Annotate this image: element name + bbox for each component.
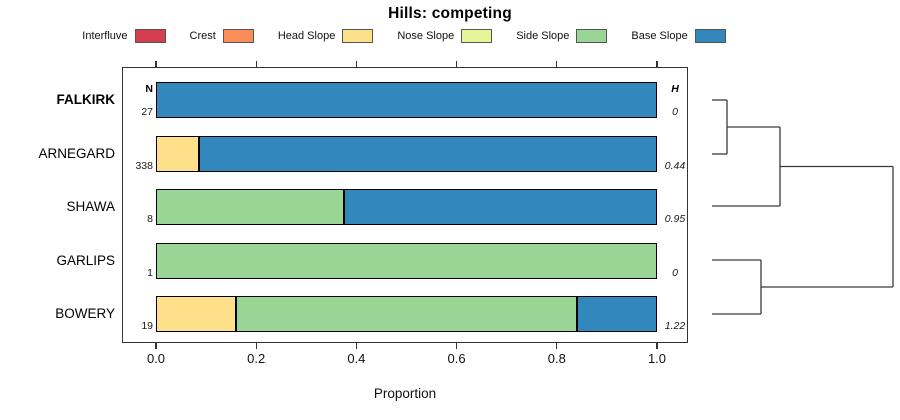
- row-label-falkirk: FALKIRK: [56, 92, 116, 107]
- legend-item-nose-slope: Nose Slope: [397, 29, 493, 43]
- legend-item-interfluve: Interfluve: [82, 29, 166, 43]
- x-axis-tick-bottom: [556, 343, 558, 349]
- row-label-shawa: SHAWA: [66, 199, 115, 214]
- stacked-bar-bowery: [156, 296, 657, 332]
- x-axis-tick-label: 1.0: [647, 351, 667, 366]
- x-axis-tick-label: 0.6: [447, 351, 466, 366]
- bar-segment-base-slope: [156, 82, 657, 118]
- h-value: 0.44: [664, 159, 686, 172]
- legend-item-base-slope: Base Slope: [631, 29, 726, 43]
- stacked-bar-shawa: [156, 189, 657, 225]
- bar-segment-side-slope: [156, 242, 657, 279]
- stacked-bar-garlips: [156, 242, 657, 279]
- x-axis-tick-top: [155, 61, 157, 67]
- n-value: 1: [147, 266, 153, 279]
- n-value: 19: [141, 320, 153, 332]
- h-value: 0: [672, 266, 678, 279]
- legend-swatch-crest: [222, 29, 254, 43]
- legend-label: Side Slope: [516, 30, 570, 42]
- x-axis-tick-bottom: [355, 343, 358, 349]
- bar-segment-base-slope: [343, 189, 657, 225]
- legend-label: Base Slope: [631, 30, 688, 42]
- legend-label: Nose Slope: [397, 30, 455, 42]
- stacked-bar-arnegard: [156, 135, 657, 172]
- bar-segment-base-slope: [576, 296, 657, 332]
- row-label-arnegard: ARNEGARD: [38, 145, 115, 161]
- x-axis-title: Proportion: [373, 386, 437, 401]
- x-axis-tick-top: [556, 61, 558, 67]
- x-axis-tick-label: 0.0: [146, 351, 166, 366]
- chart-title: Hills: competing: [388, 5, 512, 22]
- x-axis-tick-bottom: [255, 343, 257, 349]
- legend-swatch-side-slope: [576, 29, 608, 43]
- x-axis-tick-top: [656, 61, 658, 67]
- n-value: 338: [135, 159, 153, 172]
- x-axis-tick-label: 0.2: [247, 351, 266, 366]
- legend-item-crest: Crest: [190, 29, 254, 43]
- bar-segment-head-slope: [156, 296, 237, 332]
- n-value: 8: [147, 213, 153, 225]
- legend-item-side-slope: Side Slope: [516, 29, 608, 43]
- legend-label: Head Slope: [277, 30, 336, 42]
- x-axis-tick-label: 0.4: [347, 351, 366, 366]
- n-value: 27: [141, 106, 153, 118]
- bar-segment-head-slope: [156, 135, 199, 172]
- legend-label: Interfluve: [82, 30, 128, 42]
- x-axis-tick-top: [355, 61, 358, 67]
- legend-label: Crest: [189, 30, 216, 42]
- legend-item-head-slope: Head Slope: [278, 29, 374, 43]
- x-axis-tick-bottom: [155, 343, 157, 349]
- legend-swatch-nose-slope: [461, 29, 493, 43]
- legend-swatch-head-slope: [342, 29, 374, 43]
- h-column-header: H: [671, 83, 679, 95]
- legend-swatch-interfluve: [134, 29, 166, 43]
- x-axis-tick-bottom: [455, 343, 458, 349]
- x-axis-tick-label: 0.8: [547, 351, 566, 366]
- n-column-header: N: [145, 83, 153, 95]
- legend-swatch-base-slope: [694, 29, 726, 43]
- h-value: 1.22: [664, 320, 686, 332]
- row-label-bowery: BOWERY: [55, 306, 115, 321]
- bar-segment-base-slope: [198, 135, 657, 172]
- row-label-garlips: GARLIPS: [56, 252, 115, 268]
- h-value: 0.95: [664, 213, 686, 225]
- bar-segment-side-slope: [156, 189, 344, 225]
- legend: Interfluve Crest Head Slope Nose Slope Side …: [0, 27, 808, 45]
- stacked-bar-falkirk: [156, 82, 657, 118]
- bar-segment-side-slope: [236, 296, 577, 332]
- x-axis-tick-top: [255, 61, 257, 67]
- plot-area-border: [122, 67, 688, 343]
- x-axis-tick-bottom: [656, 343, 658, 349]
- h-value: 0: [672, 106, 678, 118]
- x-axis-tick-top: [455, 61, 458, 67]
